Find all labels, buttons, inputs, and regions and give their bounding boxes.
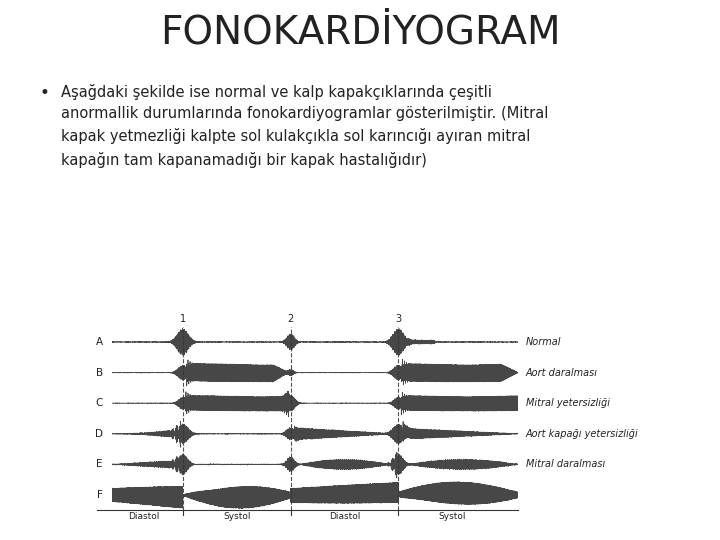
Text: 2: 2 <box>287 314 294 324</box>
Text: Mitral yetersizliği: Mitral yetersizliği <box>526 398 610 408</box>
Text: Aort kapağı yetersizliği: Aort kapağı yetersizliği <box>526 429 639 439</box>
Text: Aort daralması: Aort daralması <box>526 368 598 377</box>
Text: 3: 3 <box>395 314 402 324</box>
Text: B: B <box>96 368 103 377</box>
Text: •: • <box>40 84 50 102</box>
Text: C: C <box>96 398 103 408</box>
Text: D: D <box>95 429 103 439</box>
Text: Diastol: Diastol <box>128 512 159 522</box>
Text: FONOKARDİYOGRAM: FONOKARDİYOGRAM <box>160 14 560 51</box>
Text: Diastol: Diastol <box>329 512 360 522</box>
Text: F: F <box>97 490 103 500</box>
Text: Normal: Normal <box>526 337 561 347</box>
Text: A: A <box>96 337 103 347</box>
Text: Systol: Systol <box>223 512 251 522</box>
Text: Mitral daralması: Mitral daralması <box>526 460 605 469</box>
Text: 1: 1 <box>180 314 186 324</box>
Text: E: E <box>96 460 103 469</box>
Text: Aşağdaki şekilde ise normal ve kalp kapakçıklarında çeşitli
anormallik durumları: Aşağdaki şekilde ise normal ve kalp kapa… <box>61 84 549 167</box>
Text: Systol: Systol <box>438 512 466 522</box>
